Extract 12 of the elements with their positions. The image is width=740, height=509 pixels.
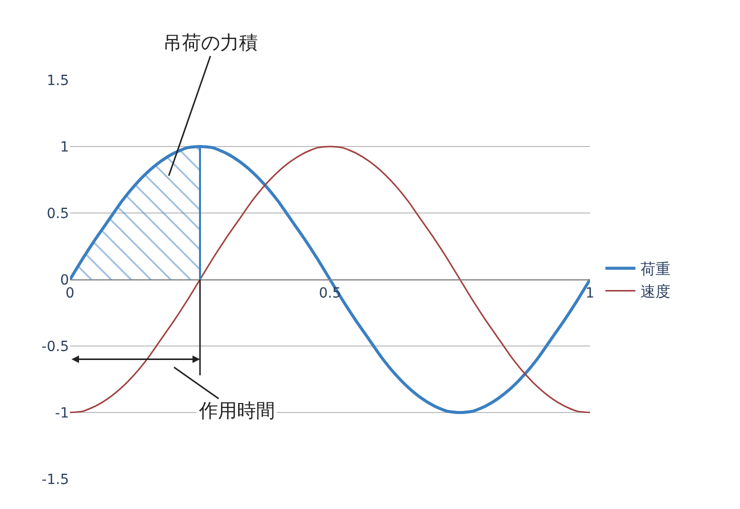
y-tick-label: 1: [60, 139, 69, 156]
y-tick-label: -1: [55, 405, 69, 422]
y-tick-label: -1.5: [42, 472, 69, 488]
annotation: 作用時間: [198, 400, 275, 422]
x-tick-label: 1: [586, 285, 594, 302]
y-tick-label: 0: [60, 272, 69, 288]
legend-label: 速度: [640, 282, 670, 301]
legend-label: 荷重: [640, 260, 670, 278]
y-tick-label: 1.5: [46, 72, 69, 89]
y-tick-label: 0.5: [46, 206, 69, 222]
y-tick-label: -0.5: [42, 338, 69, 355]
text: 吊荷の力積: [163, 32, 258, 54]
